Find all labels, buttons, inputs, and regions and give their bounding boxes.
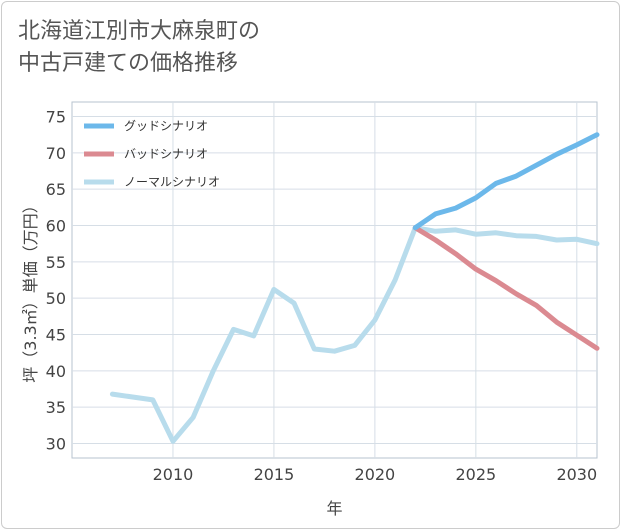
x-tick-label: 2030 <box>556 465 597 484</box>
series-line-bad <box>412 225 600 351</box>
legend-label-bad: バッドシナリオ <box>124 147 208 161</box>
x-tick-label: 2025 <box>455 465 496 484</box>
y-tick-label: 60 <box>46 217 66 236</box>
grid <box>72 102 597 458</box>
x-axis-label: 年 <box>326 499 342 518</box>
y-tick-label: 30 <box>46 434 66 453</box>
y-tick-label: 70 <box>46 144 66 163</box>
y-tick-label: 65 <box>46 180 66 199</box>
x-tick-label: 2020 <box>355 465 396 484</box>
title-line-2: 中古戸建ての価格推移 <box>18 51 239 76</box>
series-line-good <box>412 132 600 231</box>
title-line-1: 北海道江別市大麻泉町の <box>18 19 261 44</box>
series-line-normal <box>109 225 600 444</box>
y-tick-label: 35 <box>46 398 66 417</box>
x-tick-label: 2010 <box>153 465 194 484</box>
y-axis-label: 坪（3.3㎡）単価（万円） <box>21 197 40 382</box>
chart-title: 北海道江別市大麻泉町の 中古戸建ての価格推移 <box>18 16 260 80</box>
legend-label-normal: ノーマルシナリオ <box>124 175 220 189</box>
y-tick-label: 45 <box>46 325 66 344</box>
legend-label-good: グッドシナリオ <box>124 119 208 133</box>
x-tick-label: 2015 <box>254 465 295 484</box>
plot-area <box>71 101 598 459</box>
y-tick-label: 55 <box>46 253 66 272</box>
y-tick-label: 40 <box>46 362 66 381</box>
y-tick-label: 75 <box>46 108 66 127</box>
y-tick-label: 50 <box>46 289 66 308</box>
